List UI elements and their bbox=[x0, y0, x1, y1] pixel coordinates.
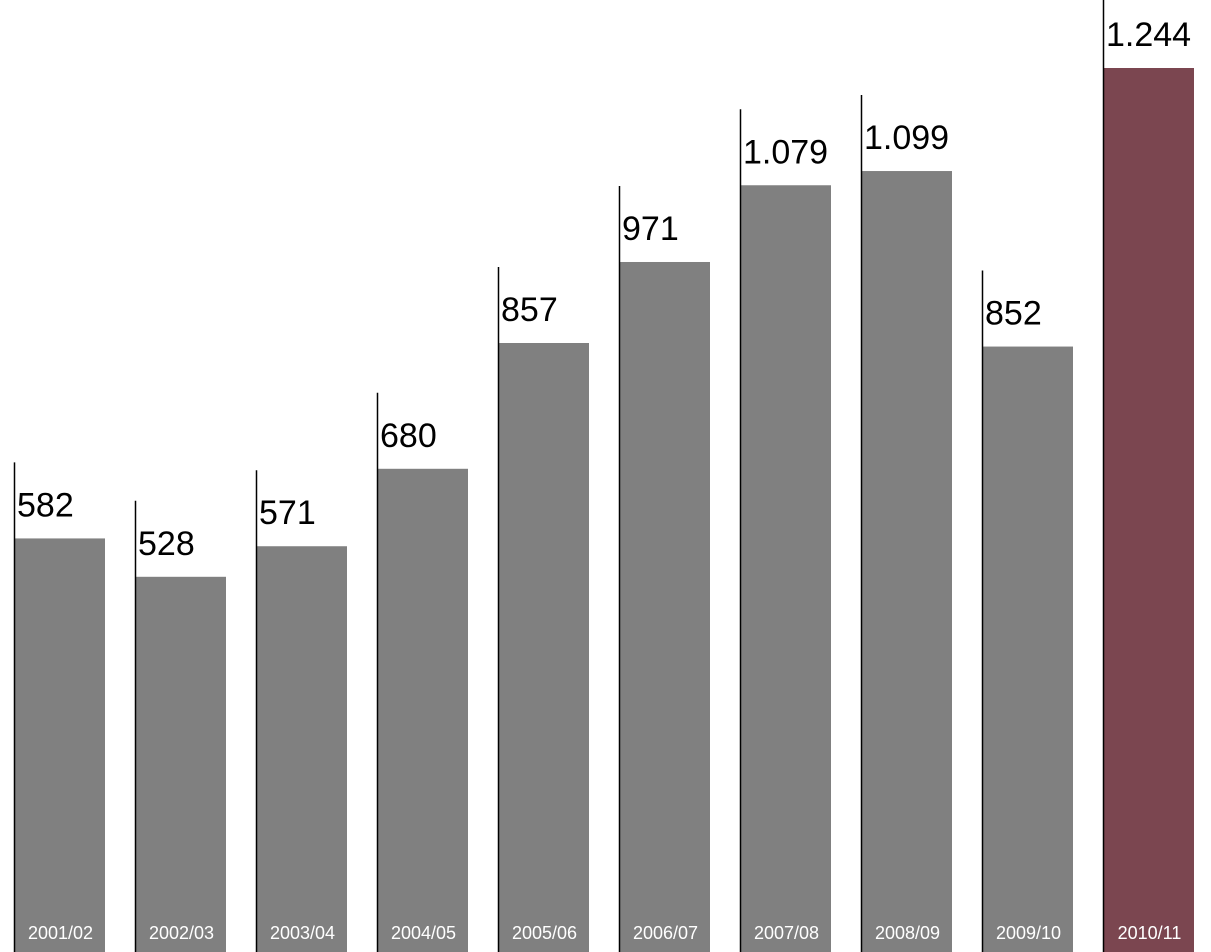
value-label-2004/05: 680 bbox=[380, 417, 437, 455]
value-labels-layer: 582 528 571 680 857 971 1.079 1.099 852 1.244 bbox=[17, 16, 1191, 563]
value-label-2006/07: 971 bbox=[622, 210, 679, 248]
category-label-2004/05: 2004/05 bbox=[391, 923, 456, 943]
value-label-2009/10: 852 bbox=[985, 295, 1042, 333]
bar-2008/09 bbox=[861, 171, 952, 952]
bars-layer bbox=[14, 68, 1194, 952]
bar-2002/03 bbox=[135, 576, 226, 952]
bar-2001/02 bbox=[14, 538, 105, 952]
category-label-2001/02: 2001/02 bbox=[28, 923, 93, 943]
bar-2005/06 bbox=[498, 343, 589, 952]
bar-2009/10 bbox=[982, 346, 1073, 952]
bar-2010/11 bbox=[1103, 68, 1194, 952]
bar-2004/05 bbox=[377, 468, 468, 952]
value-label-2005/06: 857 bbox=[501, 291, 558, 329]
category-label-2006/07: 2006/07 bbox=[633, 923, 698, 943]
bar-2003/04 bbox=[256, 546, 347, 952]
category-label-2005/06: 2005/06 bbox=[512, 923, 577, 943]
category-label-2007/08: 2007/08 bbox=[754, 923, 819, 943]
value-label-2007/08: 1.079 bbox=[743, 133, 828, 171]
value-label-2010/11: 1.244 bbox=[1106, 16, 1191, 54]
bar-2006/07 bbox=[619, 261, 710, 952]
value-label-2008/09: 1.099 bbox=[864, 119, 949, 157]
category-label-2002/03: 2002/03 bbox=[149, 923, 214, 943]
category-label-2008/09: 2008/09 bbox=[875, 923, 940, 943]
bar-2007/08 bbox=[740, 185, 831, 952]
value-label-2001/02: 582 bbox=[17, 486, 74, 524]
value-label-2002/03: 528 bbox=[138, 525, 195, 563]
category-label-2010/11: 2010/11 bbox=[1118, 923, 1182, 943]
category-label-2009/10: 2009/10 bbox=[996, 923, 1061, 943]
category-labels-layer: 2001/02 2002/03 2003/04 2004/05 2005/06 2006/… bbox=[28, 923, 1181, 943]
category-label-2003/04: 2003/04 bbox=[270, 923, 335, 943]
value-label-2003/04: 571 bbox=[259, 494, 316, 532]
leader-lines-layer bbox=[13, 0, 1105, 952]
